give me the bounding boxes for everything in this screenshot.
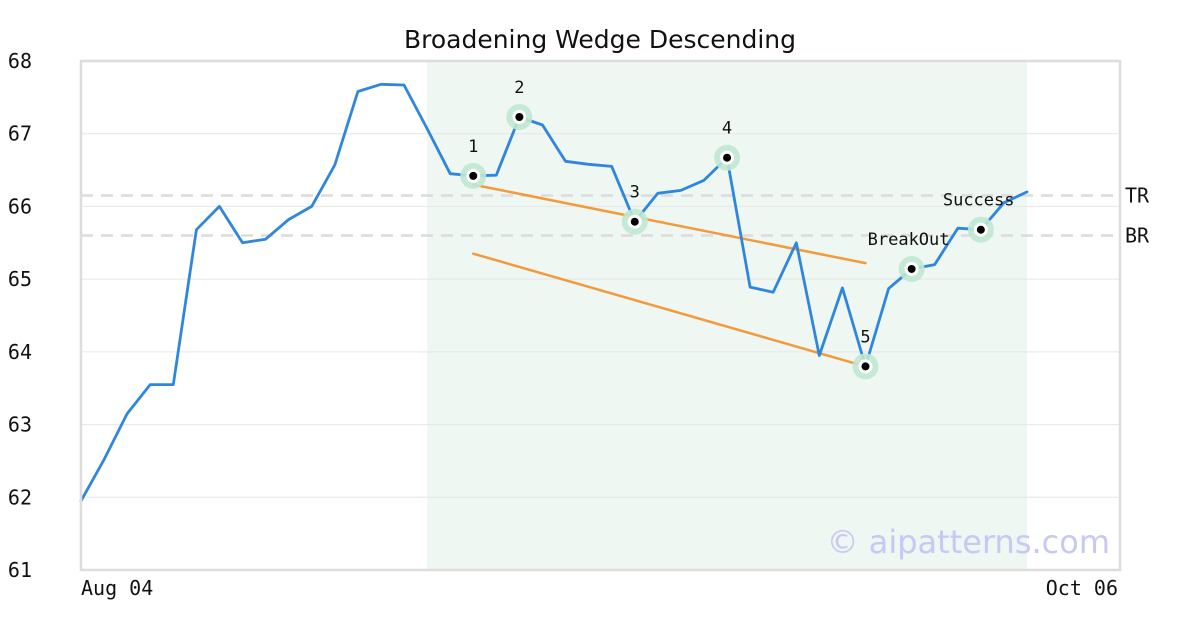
y-tick-label: 62 xyxy=(8,485,32,509)
axes-layer: 61 62 63 64 65 66 67 68 Aug 04 Oct 06 xyxy=(8,49,1122,600)
point-label: 4 xyxy=(722,119,732,139)
chart-title: Broadening Wedge Descending xyxy=(404,25,796,54)
reference-line-label: TR xyxy=(1125,184,1150,208)
y-tick-label: 64 xyxy=(8,340,32,364)
x-tick-label: Oct 06 xyxy=(1046,576,1118,600)
point-label: Success xyxy=(943,191,1015,211)
point-label: 2 xyxy=(514,78,524,98)
point-marker xyxy=(515,112,524,121)
reference-line-label: BR xyxy=(1125,224,1150,248)
series-layer xyxy=(79,82,1029,503)
x-tick-label: Aug 04 xyxy=(81,576,153,600)
watermark: © aipatterns.com xyxy=(827,523,1110,561)
point-marker xyxy=(861,362,870,371)
plot-frame xyxy=(79,59,1122,572)
trend-line xyxy=(471,252,867,368)
point-marker xyxy=(976,225,985,234)
series-line xyxy=(79,82,1029,503)
point-label: BreakOut xyxy=(868,230,950,250)
y-tick-label: 66 xyxy=(8,194,32,218)
point-label: 3 xyxy=(630,183,640,203)
point-marker xyxy=(907,264,916,273)
y-tick-label: 63 xyxy=(8,413,32,437)
point-label: 1 xyxy=(468,137,478,157)
point-label: 5 xyxy=(860,327,870,347)
trend-lines-layer xyxy=(471,183,867,368)
reference-lines-layer: TR BR xyxy=(81,184,1150,248)
point-marker xyxy=(469,171,478,180)
grid-layer xyxy=(81,133,1120,498)
annotated-points-layer: 1 2 3 4 5 BreakOut Success xyxy=(460,78,1015,380)
y-tick-label: 67 xyxy=(8,122,32,146)
y-tick-label: 65 xyxy=(8,267,32,291)
y-tick-label: 68 xyxy=(8,49,32,73)
point-marker xyxy=(723,153,732,162)
trend-line xyxy=(471,183,867,265)
y-tick-label: 61 xyxy=(8,558,32,582)
point-marker xyxy=(630,217,639,226)
